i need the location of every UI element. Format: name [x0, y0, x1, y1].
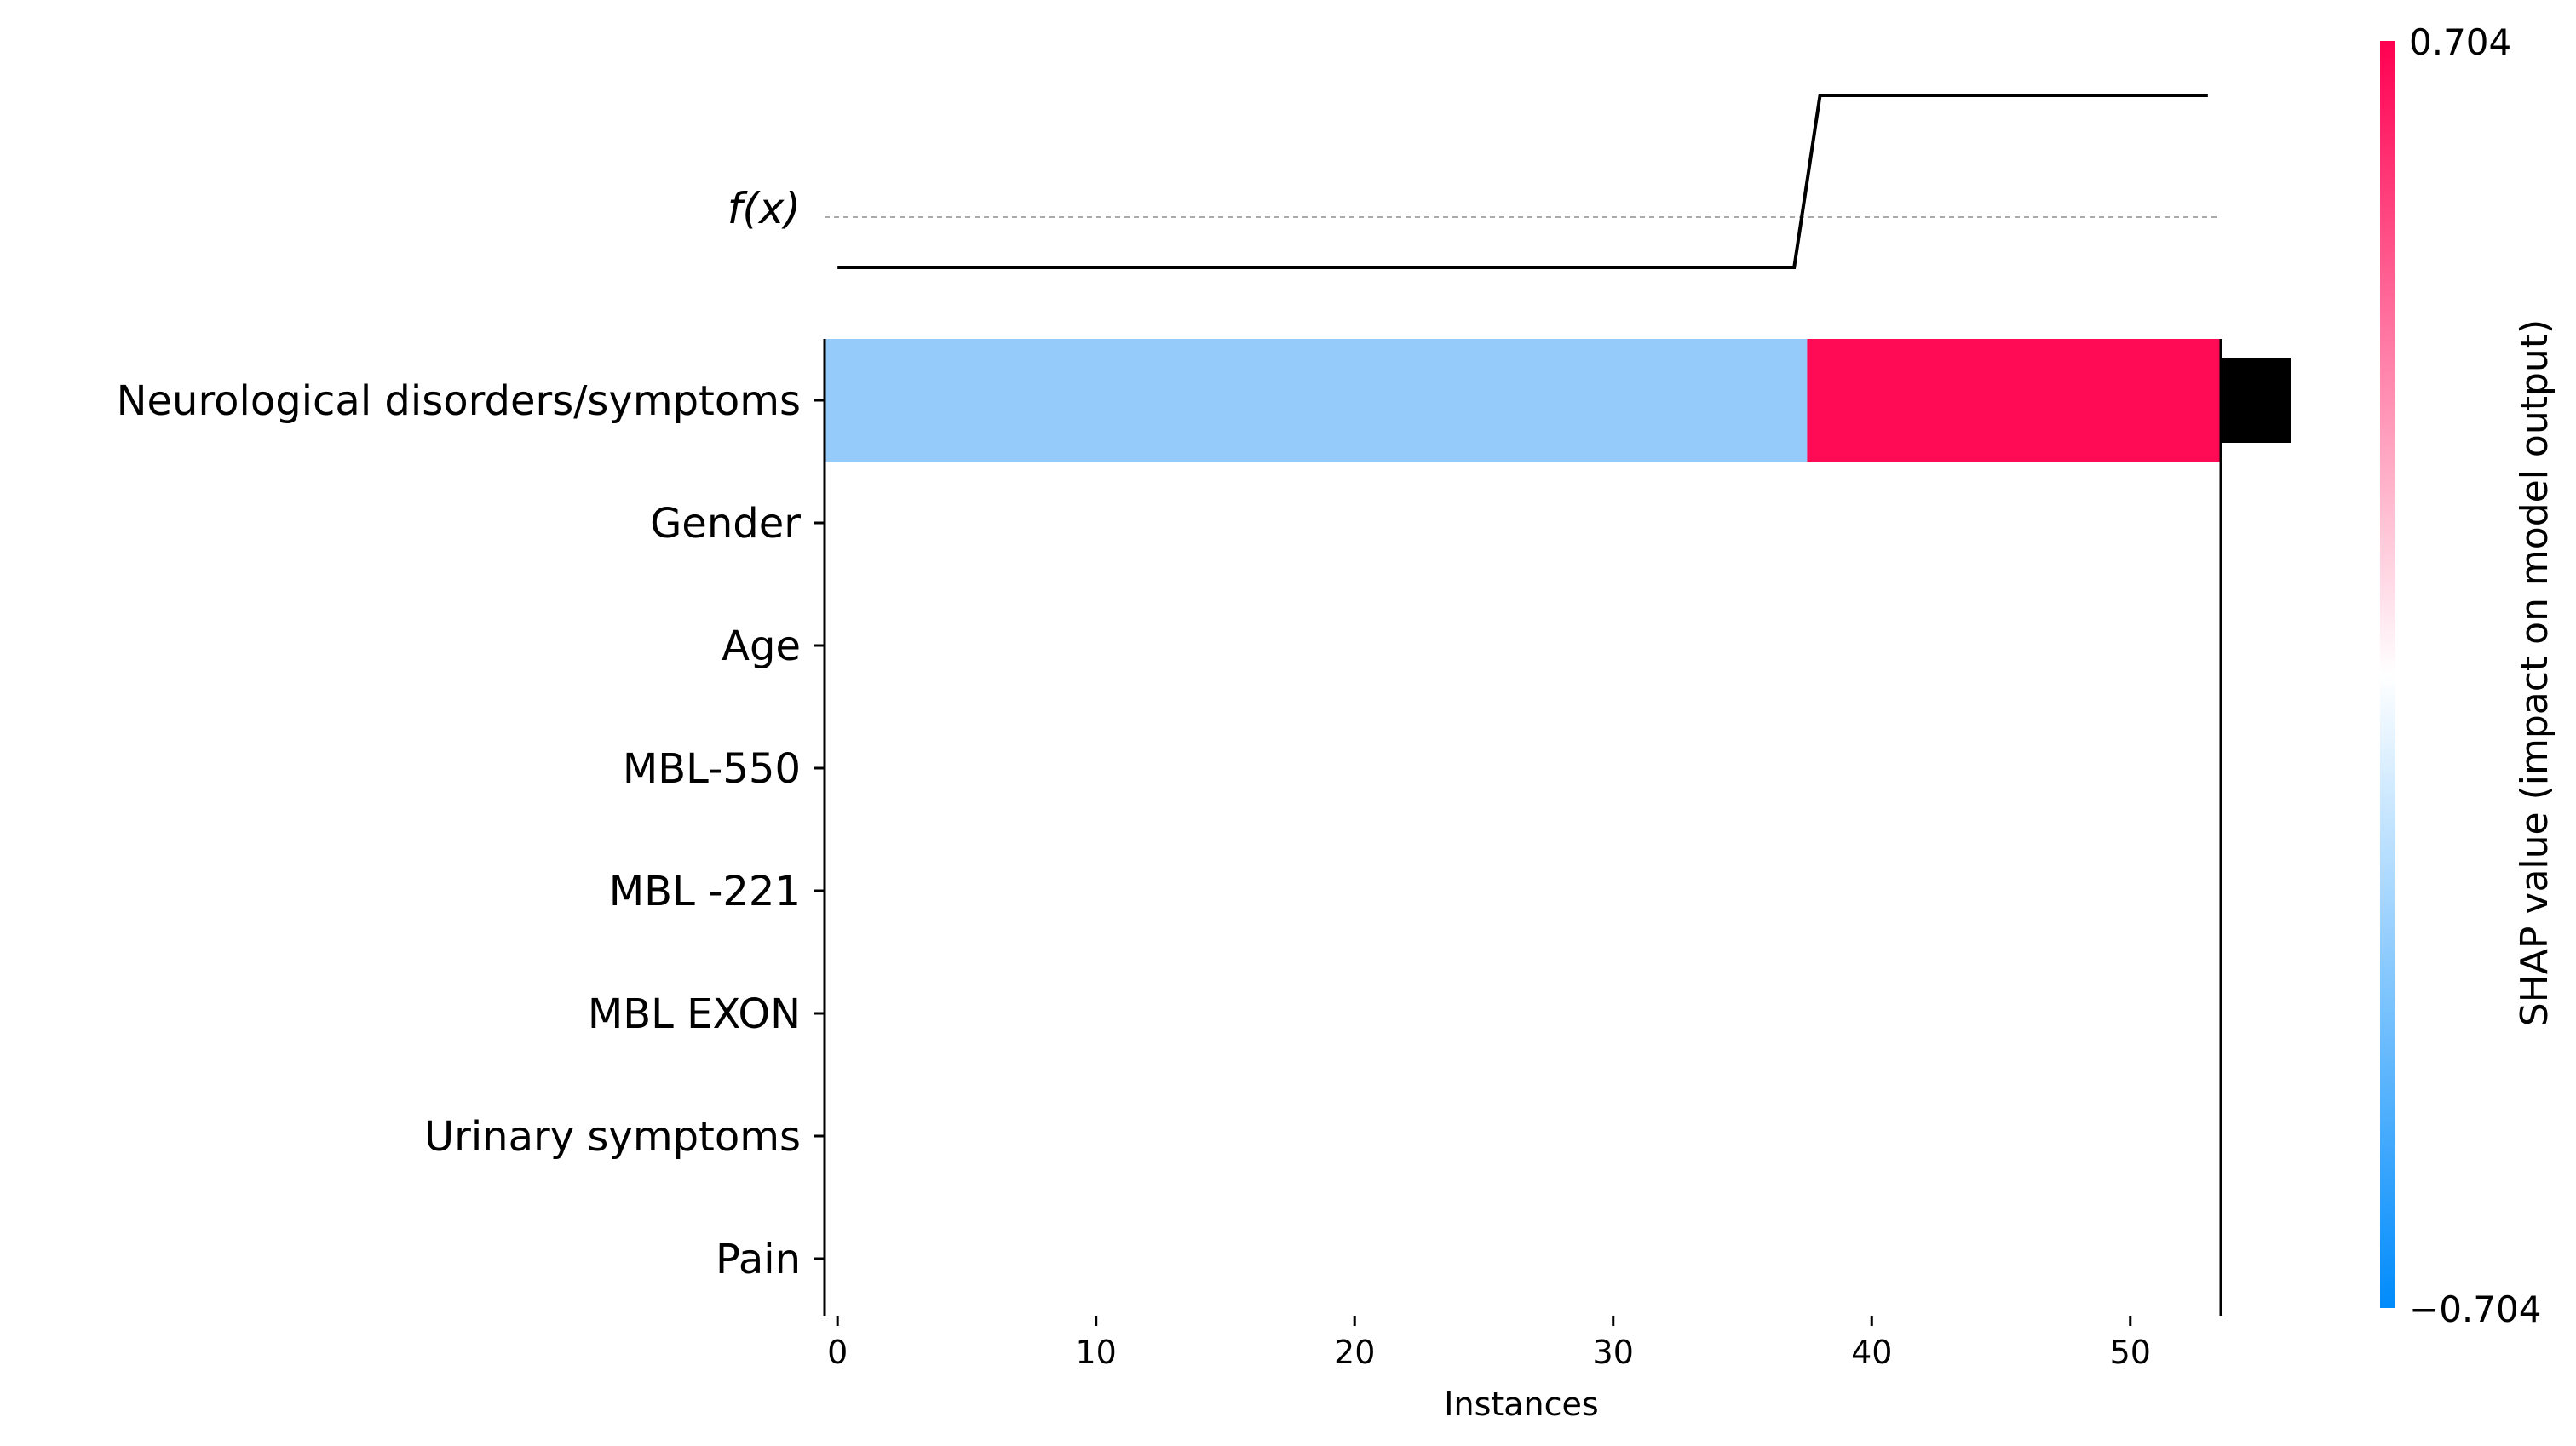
heatmap-cell	[1807, 339, 2221, 462]
heatmap-cell	[825, 339, 1808, 462]
feature-label: Urinary symptoms	[424, 1113, 801, 1161]
x-tick-label: 30	[1593, 1334, 1634, 1371]
importance-bar	[2222, 358, 2291, 443]
x-tick-label: 50	[2110, 1334, 2151, 1371]
x-tick-label: 0	[827, 1334, 848, 1371]
feature-labels: Neurological disorders/symptoms Gender Age…	[117, 377, 825, 1283]
fx-output-line	[837, 94, 2208, 269]
colorbar-max-label: 0.704	[2409, 21, 2511, 63]
feature-label: Neurological disorders/symptoms	[117, 377, 801, 425]
fx-label: f(x)	[727, 184, 801, 233]
x-axis-ticks: 0 10 20 30 40 50	[827, 1316, 2151, 1371]
x-tick-label: 40	[1851, 1334, 1892, 1371]
colorbar-min-label: −0.704	[2409, 1288, 2541, 1330]
feature-label: Pain	[716, 1236, 801, 1283]
feature-label: MBL -221	[609, 868, 801, 915]
feature-label: Gender	[650, 500, 801, 548]
feature-label: MBL EXON	[588, 990, 801, 1038]
colorbar-gradient	[2380, 41, 2395, 1308]
heatmap-area	[825, 339, 2221, 462]
feature-label: MBL-550	[623, 745, 801, 793]
x-axis-title: Instances	[1444, 1386, 1598, 1423]
x-tick-label: 20	[1334, 1334, 1375, 1371]
feature-label: Age	[722, 623, 801, 670]
colorbar: 0.704 −0.704 SHAP value (impact on model…	[2380, 21, 2556, 1330]
fx-panel: f(x)	[727, 94, 2219, 269]
colorbar-title: SHAP value (impact on model output)	[2513, 319, 2556, 1026]
x-tick-label: 10	[1076, 1334, 1117, 1371]
importance-bars	[2222, 358, 2291, 443]
